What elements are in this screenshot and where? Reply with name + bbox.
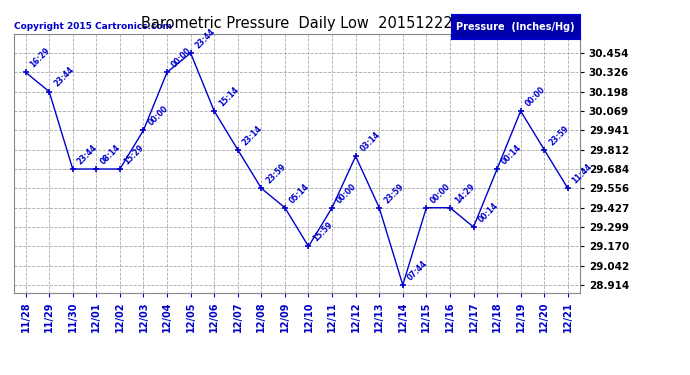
Text: 11:44: 11:44 [571, 162, 594, 186]
Text: Copyright 2015 Cartronics.com: Copyright 2015 Cartronics.com [14, 22, 172, 31]
Text: 00:00: 00:00 [524, 85, 547, 108]
Text: 23:59: 23:59 [382, 182, 405, 205]
Text: 15:14: 15:14 [217, 85, 240, 108]
Text: 00:14: 00:14 [500, 143, 523, 166]
Text: 23:44: 23:44 [52, 65, 75, 89]
Text: 15:59: 15:59 [311, 220, 335, 244]
Text: 00:00: 00:00 [335, 182, 358, 205]
Text: 00:00: 00:00 [170, 46, 193, 69]
Text: 23:44: 23:44 [75, 143, 99, 166]
Text: 23:59: 23:59 [547, 124, 571, 147]
Text: 23:59: 23:59 [264, 162, 288, 186]
Text: 03:14: 03:14 [358, 130, 382, 153]
Text: 14:29: 14:29 [453, 182, 476, 205]
Text: 05:14: 05:14 [288, 182, 311, 205]
Text: 00:14: 00:14 [476, 201, 500, 224]
Text: 15:29: 15:29 [123, 143, 146, 166]
Text: 23:44: 23:44 [193, 27, 217, 50]
Text: 08:14: 08:14 [99, 143, 123, 166]
Text: 16:29: 16:29 [28, 46, 52, 69]
Text: 23:14: 23:14 [241, 123, 264, 147]
Text: 07:44: 07:44 [406, 259, 429, 282]
Text: Pressure  (Inches/Hg): Pressure (Inches/Hg) [457, 22, 575, 32]
Title: Barometric Pressure  Daily Low  20151222: Barometric Pressure Daily Low 20151222 [141, 16, 453, 31]
Text: 00:00: 00:00 [429, 182, 453, 205]
Text: 00:00: 00:00 [146, 104, 170, 128]
